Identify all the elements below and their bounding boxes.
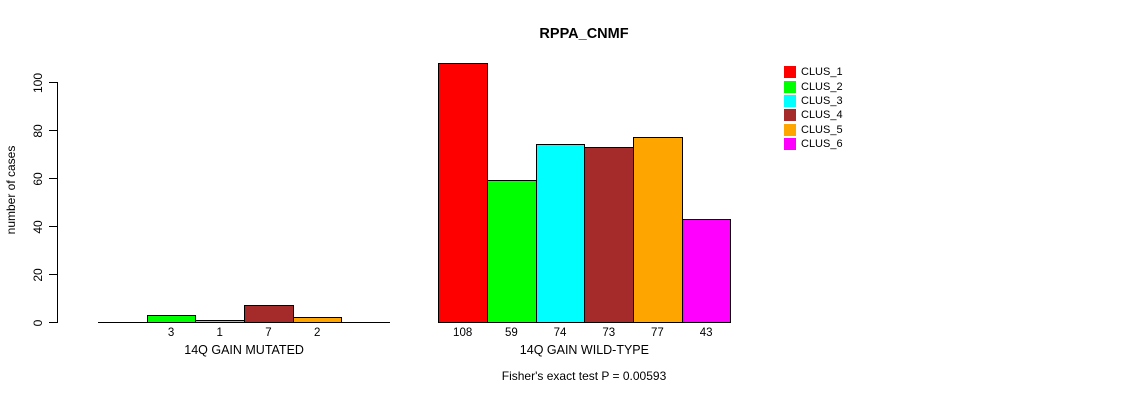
legend-swatch-clus_5 <box>784 123 796 136</box>
bar-value-label: 77 <box>651 327 664 339</box>
y-tick <box>49 322 57 323</box>
bar-value-label: 43 <box>699 327 713 339</box>
y-tick-label: 60 <box>31 171 45 186</box>
legend-label: CLUS_2 <box>801 80 843 93</box>
legend-item-clus_5: CLUS_5 <box>784 123 843 137</box>
legend: CLUS_1 CLUS_2 CLUS_3 CLUS_4 CLUS_5 CLUS_6 <box>784 65 843 151</box>
fisher-test-annotation: Fisher's exact test P = 0.00593 <box>501 369 667 383</box>
bar-clus_3-group1 <box>195 319 246 323</box>
legend-item-clus_6: CLUS_6 <box>784 137 843 151</box>
y-axis-title: number of cases <box>4 145 18 235</box>
legend-item-clus_1: CLUS_1 <box>784 65 843 79</box>
bar-clus_3-group2 <box>535 144 586 323</box>
y-tick <box>49 82 57 83</box>
legend-label: CLUS_6 <box>801 138 843 151</box>
y-tick <box>49 178 57 179</box>
legend-item-clus_4: CLUS_4 <box>784 108 843 122</box>
legend-label: CLUS_5 <box>801 123 843 136</box>
y-tick-label: 0 <box>31 319 45 326</box>
y-tick-label: 20 <box>31 267 45 282</box>
y-tick <box>49 130 57 131</box>
bar-clus_4-group2 <box>584 146 635 323</box>
bar-clus_6-group2 <box>681 218 732 323</box>
bar-clus_2-group1 <box>146 314 197 323</box>
chart-title: RPPA_CNMF <box>539 26 629 42</box>
legend-swatch-clus_3 <box>784 94 796 107</box>
y-tick-label: 80 <box>31 123 45 138</box>
legend-item-clus_3: CLUS_3 <box>784 94 843 108</box>
bar-value-label: 2 <box>313 327 321 339</box>
legend-swatch-clus_6 <box>784 138 796 151</box>
legend-swatch-clus_4 <box>784 109 796 122</box>
y-tick-label: 40 <box>31 219 45 234</box>
group-label-2: 14Q GAIN WILD-TYPE <box>519 343 649 357</box>
bar-clus_1-group2 <box>438 62 488 323</box>
legend-label: CLUS_3 <box>801 94 843 107</box>
legend-swatch-clus_1 <box>784 66 796 79</box>
y-tick-label: 100 <box>31 72 45 93</box>
bar-value-label: 108 <box>453 327 473 339</box>
bar-clus_5-group2 <box>633 137 683 323</box>
group-label-1: 14Q GAIN MUTATED <box>184 343 304 357</box>
bar-clus_4-group1 <box>244 305 294 323</box>
bar-clus_5-group1 <box>292 317 343 323</box>
y-tick <box>49 274 57 275</box>
bar-clus_2-group2 <box>487 180 537 323</box>
y-axis-line <box>57 82 58 323</box>
bar-value-label: 73 <box>602 327 616 339</box>
bar-value-label: 74 <box>553 327 567 339</box>
legend-label: CLUS_4 <box>801 109 843 122</box>
legend-swatch-clus_2 <box>784 80 796 93</box>
bar-value-label: 3 <box>167 327 175 339</box>
legend-label: CLUS_1 <box>801 66 843 79</box>
legend-item-clus_2: CLUS_2 <box>784 79 843 93</box>
bar-value-label: 1 <box>216 327 223 339</box>
bar-value-label: 7 <box>265 327 272 339</box>
y-tick <box>49 226 57 227</box>
bar-value-label: 59 <box>504 327 518 339</box>
